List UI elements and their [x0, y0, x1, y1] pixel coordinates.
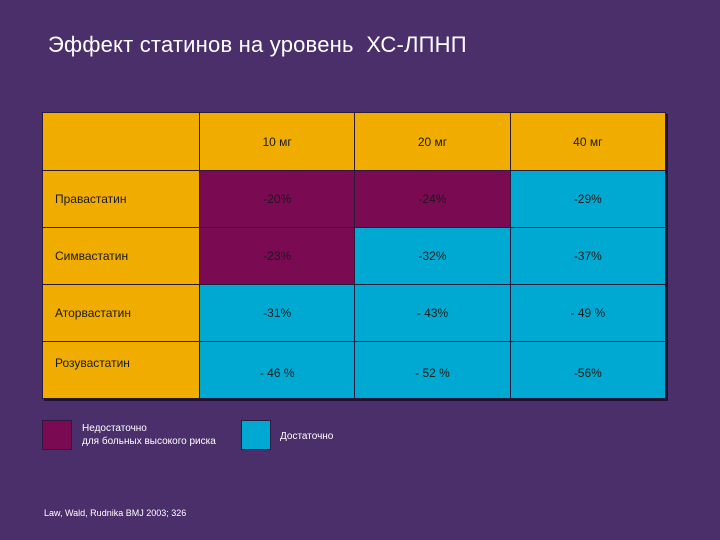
legend-insufficient-label: Недостаточно для больных высокого риска — [82, 422, 216, 448]
table-corner-cell — [42, 112, 200, 171]
table-row: Розувастатин - 46 % - 52 % -56% — [42, 341, 667, 399]
table-cell: - 46 % — [198, 341, 356, 399]
header-40mg: 40 мг — [509, 112, 667, 171]
table-row: Правастатин -20% -24% -29% — [42, 170, 667, 228]
header-20mg: 20 мг — [354, 112, 511, 171]
table-cell: -56% — [509, 341, 667, 399]
legend-sufficient-label: Достаточно — [280, 431, 334, 442]
legend-insufficient-line2: для больных высокого риска — [82, 436, 216, 447]
row-label-atorvastatin: Аторвастатин — [42, 284, 200, 342]
legend-sufficient-swatch — [241, 420, 271, 450]
header-10mg: 10 мг — [198, 112, 356, 171]
legend-insufficient-line1: Недостаточно — [82, 423, 147, 434]
source-citation: Law, Wald, Rudnika BMJ 2003; 326 — [44, 508, 187, 518]
table-cell: - 43% — [354, 284, 511, 342]
table-cell: -31% — [198, 284, 356, 342]
table-cell: -24% — [354, 170, 511, 228]
table-cell: -23% — [198, 227, 356, 285]
row-label-pravastatin: Правастатин — [42, 170, 200, 228]
table-cell: -29% — [509, 170, 667, 228]
slide-title: Эффект статинов на уровень ХС-ЛПНП — [48, 32, 467, 57]
table-cell: - 52 % — [354, 341, 511, 399]
table-row: Аторвастатин -31% - 43% - 49 % — [42, 284, 667, 342]
table-row: Симвастатин -23% -32% -37% — [42, 227, 667, 285]
table-cell: -32% — [354, 227, 511, 285]
row-label-simvastatin: Симвастатин — [42, 227, 200, 285]
table-header-row: 10 мг 20 мг 40 мг — [42, 112, 667, 171]
legend-insufficient-swatch — [42, 420, 72, 450]
table-cell: -37% — [509, 227, 667, 285]
row-label-rosuvastatin: Розувастатин — [42, 341, 200, 399]
table-cell: - 49 % — [509, 284, 667, 342]
statin-effect-table: 10 мг 20 мг 40 мг Правастатин -20% -24% … — [42, 112, 667, 399]
table-cell: -20% — [198, 170, 356, 228]
